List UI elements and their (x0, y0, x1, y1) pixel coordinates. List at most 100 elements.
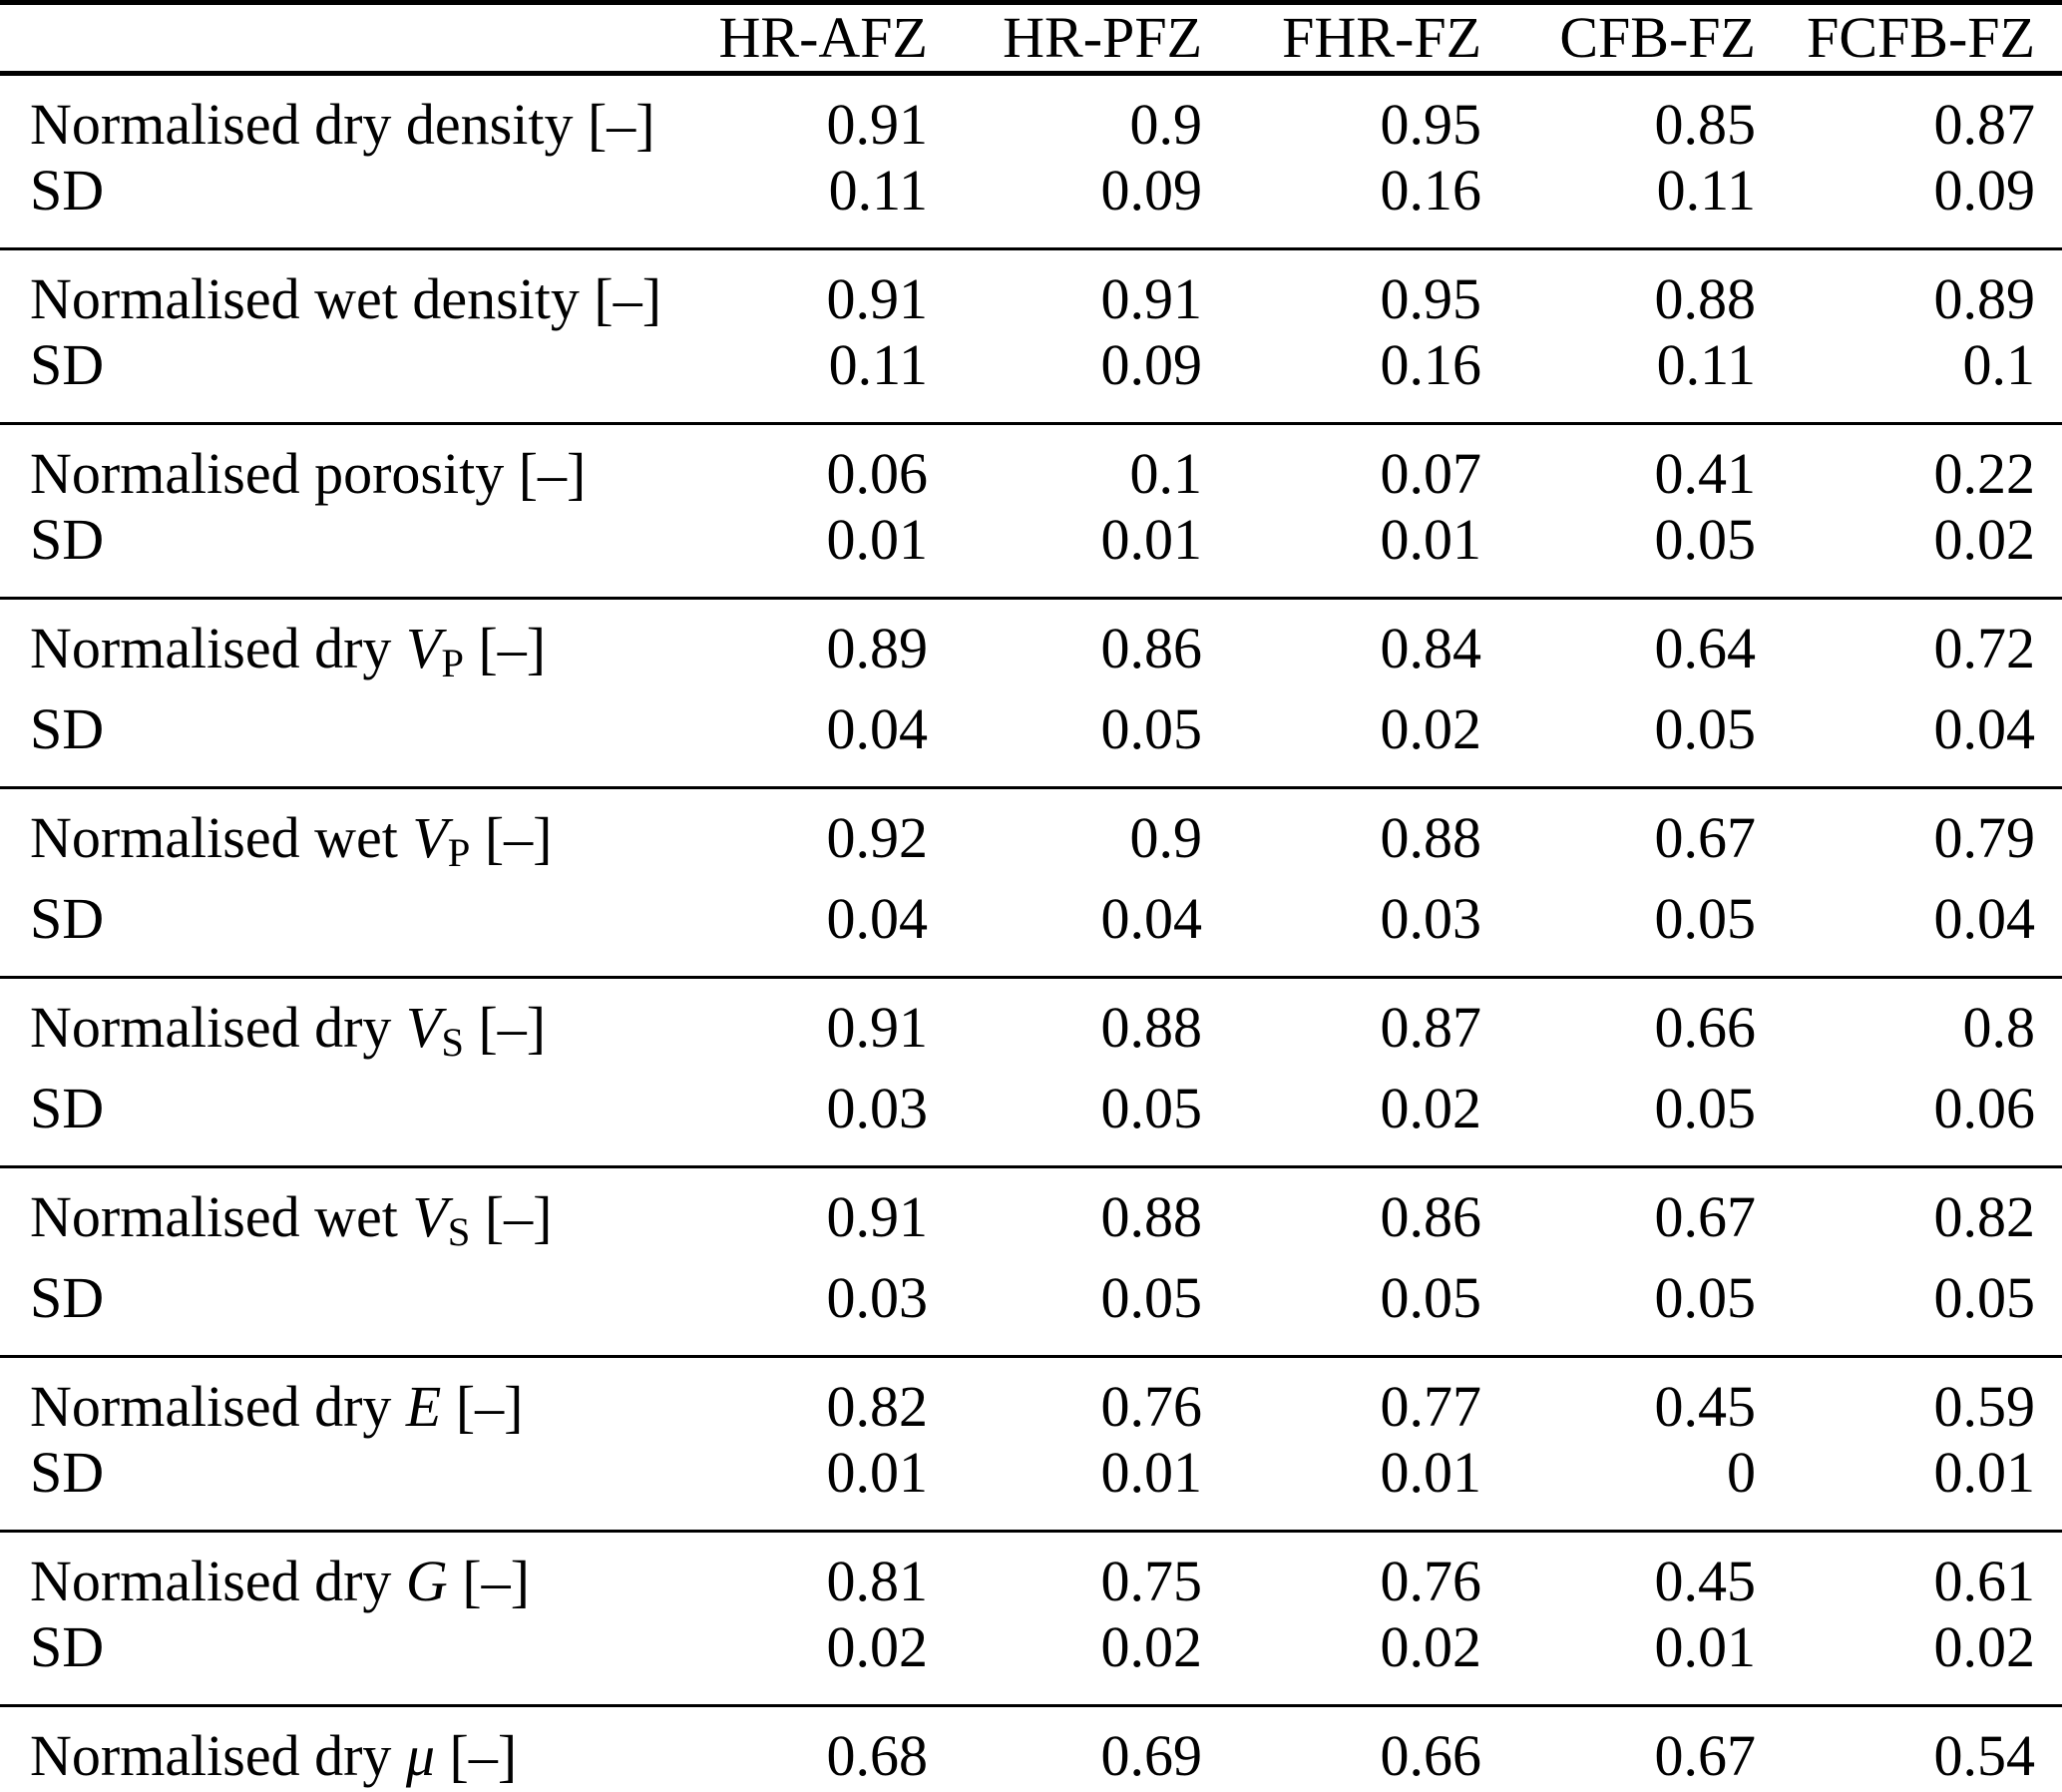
row-label-part: SD (30, 158, 105, 223)
value-cell: 0.72 (1783, 597, 2062, 696)
value-cell: 0.22 (1783, 422, 2062, 507)
table-row: Normalised dry VP [–] 0.89 0.86 0.84 0.64 0.7… (0, 597, 2062, 696)
value-cell: 0.03 (826, 1075, 929, 1140)
row-label-part: [–] (470, 1183, 553, 1249)
value-cell: 0.88 (955, 975, 1229, 1076)
row-label-part: SD (30, 1075, 105, 1140)
row-label-part: SD (30, 1613, 105, 1679)
row-label: SD (0, 507, 559, 597)
table-group: Normalised wet VP [–] 0.92 0.9 0.88 0.67 0.79… (0, 785, 2062, 976)
row-label-part: [–] (463, 616, 547, 680)
value-cell: 0.87 (1933, 92, 2036, 157)
table-group: Normalised wet density [–] 0.91 0.91 0.95 0.… (0, 247, 2062, 422)
row-label: Normalised dry VP [–] (0, 597, 559, 696)
row-label-part: E (405, 1373, 442, 1439)
row-label-part: SD (30, 695, 105, 761)
sd-row: SD 0.11 0.09 0.16 0.11 0.1 (0, 332, 2062, 422)
table-row: Normalised dry E [–] 0.82 0.76 0.77 0.45 0.59 (0, 1354, 2062, 1440)
row-label: SD (0, 696, 559, 786)
value-cell: 0.8 (1783, 975, 2062, 1076)
row-label: Normalised dry E [–] (0, 1354, 559, 1440)
value-cell: 0 (1727, 1439, 1756, 1505)
value-cell: 0.05 (1654, 507, 1757, 572)
value-cell: 0.05 (1380, 1264, 1482, 1330)
column-header-fhr-fz: FHR-FZ (1229, 5, 1508, 76)
value-cell: 0.61 (1783, 1529, 2062, 1614)
column-header-cfb-fz: CFB-FZ (1508, 5, 1783, 76)
row-label: Normalised wet density [–] (0, 247, 661, 332)
row-label-part: G (405, 1548, 448, 1613)
header-row: HR-AFZ HR-PFZ FHR-FZ CFB-FZ FCFB-FZ (0, 5, 2062, 76)
row-label: Normalised porosity [–] (0, 422, 586, 507)
value-cell: 0.82 (1783, 1164, 2062, 1265)
value-cell: 0.06 (559, 422, 955, 507)
row-label-part: μ (405, 1722, 436, 1788)
value-cell: 0.01 (826, 1439, 929, 1505)
value-cell: 0.09 (1933, 158, 2036, 223)
table-header: HR-AFZ HR-PFZ FHR-FZ CFB-FZ FCFB-FZ (0, 5, 2062, 76)
row-label-part: S (447, 1208, 471, 1254)
value-cell: 0.9 (955, 785, 1229, 886)
sd-row: SD 0.03 0.05 0.05 0.05 0.05 (0, 1265, 2062, 1355)
value-cell: 0.05 (1100, 1075, 1203, 1140)
row-label-part: [–] (441, 1373, 524, 1439)
value-cell: 0.95 (1380, 92, 1482, 157)
column-header-hr-pfz: HR-PFZ (955, 5, 1229, 76)
sd-row: SD 0.02 0.02 0.02 0.01 0.02 (0, 1614, 2062, 1704)
row-label-part: P (441, 640, 464, 685)
row-label: SD (0, 1614, 559, 1704)
value-cell: 0.66 (1229, 1703, 1508, 1792)
value-cell: 0.05 (1654, 1264, 1757, 1330)
row-label-part: Normalised dry (30, 1548, 406, 1613)
value-cell: 0.02 (826, 1613, 929, 1679)
value-cell: 0.04 (826, 695, 929, 761)
value-cell: 0.75 (955, 1529, 1229, 1614)
row-label-part: [–] (463, 994, 547, 1060)
table-group: Normalised dry VS [–] 0.91 0.88 0.87 0.66 0.8… (0, 975, 2062, 1165)
value-cell: 0.05 (1654, 885, 1757, 951)
sd-row: SD 0.04 0.05 0.02 0.05 0.04 (0, 696, 2062, 786)
row-label-part: SD (30, 1439, 105, 1505)
value-cell: 0.1 (955, 422, 1229, 507)
row-label-part: Normalised wet density [–] (30, 266, 662, 331)
value-cell: 0.91 (955, 247, 1229, 332)
table-row: Normalised wet VP [–] 0.92 0.9 0.88 0.67 0.79 (0, 785, 2062, 886)
table-row: Normalised wet VS [–] 0.91 0.88 0.86 0.67 0.8… (0, 1164, 2062, 1265)
row-label-part: SD (30, 332, 105, 397)
row-label-part: SD (30, 885, 105, 951)
row-label-part: Normalised dry (30, 1722, 406, 1788)
value-cell: 0.05 (1933, 1264, 2036, 1330)
value-cell: 0.04 (826, 885, 929, 951)
value-cell: 0.91 (559, 247, 955, 332)
value-cell: 0.11 (828, 158, 928, 223)
value-cell: 0.03 (1380, 885, 1482, 951)
value-cell: 0.05 (1100, 1264, 1203, 1330)
row-label: Normalised dry μ [–] (0, 1703, 559, 1792)
value-cell: 0.02 (1380, 1075, 1482, 1140)
row-label-part: Normalised dry density [–] (30, 92, 655, 157)
value-cell: 0.45 (1508, 1354, 1783, 1440)
row-label-part: Normalised dry (30, 994, 406, 1060)
value-cell: 0.45 (1508, 1529, 1783, 1614)
value-cell: 0.88 (1508, 247, 1783, 332)
value-cell: 0.82 (559, 1354, 955, 1440)
value-cell: 0.01 (1380, 1439, 1482, 1505)
value-cell: 0.87 (1229, 975, 1508, 1076)
table-row: Normalised dry G [–] 0.81 0.75 0.76 0.45 0.61 (0, 1529, 2062, 1614)
value-cell: 0.03 (826, 1264, 929, 1330)
row-label: Normalised wet VS [–] (0, 1164, 559, 1265)
value-cell: 0.76 (955, 1354, 1229, 1440)
value-cell: 0.02 (1380, 1613, 1482, 1679)
value-cell: 0.02 (1933, 1613, 2036, 1679)
row-label-part: V (412, 1183, 448, 1249)
value-cell: 0.05 (1654, 695, 1757, 761)
value-cell: 0.02 (1100, 1613, 1203, 1679)
value-cell: 0.01 (1380, 507, 1482, 572)
value-cell: 0.02 (1380, 695, 1482, 761)
value-cell: 0.76 (1229, 1529, 1508, 1614)
row-label-part: V (405, 994, 442, 1060)
value-cell: 0.84 (1229, 597, 1508, 696)
row-label: Normalised wet VP [–] (0, 785, 559, 886)
value-cell: 0.11 (828, 332, 928, 397)
